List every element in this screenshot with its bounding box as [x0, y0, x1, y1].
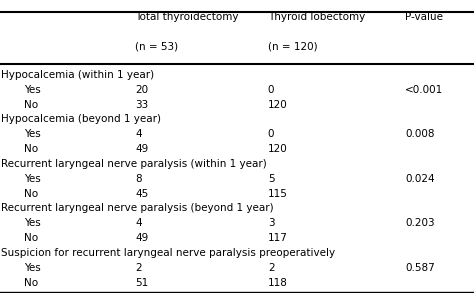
Text: No: No [24, 189, 38, 199]
Text: Recurrent laryngeal nerve paralysis (within 1 year): Recurrent laryngeal nerve paralysis (wit… [1, 159, 267, 169]
Text: Yes: Yes [24, 263, 40, 273]
Text: Total thyroidectomy: Total thyroidectomy [135, 12, 238, 22]
Text: 120: 120 [268, 100, 288, 110]
Text: 0: 0 [268, 129, 274, 139]
Text: 45: 45 [135, 189, 148, 199]
Text: 0.024: 0.024 [405, 174, 435, 184]
Text: Yes: Yes [24, 85, 40, 95]
Text: 49: 49 [135, 144, 148, 154]
Text: 4: 4 [135, 129, 142, 139]
Text: Hypocalcemia (within 1 year): Hypocalcemia (within 1 year) [1, 70, 154, 80]
Text: 2: 2 [268, 263, 274, 273]
Text: <0.001: <0.001 [405, 85, 444, 95]
Text: 5: 5 [268, 174, 274, 184]
Text: (n = 120): (n = 120) [268, 41, 318, 51]
Text: Thyroid lobectomy: Thyroid lobectomy [268, 12, 365, 22]
Text: Recurrent laryngeal nerve paralysis (beyond 1 year): Recurrent laryngeal nerve paralysis (bey… [1, 203, 273, 213]
Text: 115: 115 [268, 189, 288, 199]
Text: Yes: Yes [24, 174, 40, 184]
Text: 51: 51 [135, 278, 148, 288]
Text: No: No [24, 100, 38, 110]
Text: Yes: Yes [24, 218, 40, 228]
Text: No: No [24, 144, 38, 154]
Text: 0.008: 0.008 [405, 129, 435, 139]
Text: 3: 3 [268, 218, 274, 228]
Text: Hypocalcemia (beyond 1 year): Hypocalcemia (beyond 1 year) [1, 114, 161, 124]
Text: 49: 49 [135, 233, 148, 243]
Text: 0: 0 [268, 85, 274, 95]
Text: 2: 2 [135, 263, 142, 273]
Text: 8: 8 [135, 174, 142, 184]
Text: Yes: Yes [24, 129, 40, 139]
Text: 33: 33 [135, 100, 148, 110]
Text: 117: 117 [268, 233, 288, 243]
Text: 4: 4 [135, 218, 142, 228]
Text: (n = 53): (n = 53) [135, 41, 178, 51]
Text: 20: 20 [135, 85, 148, 95]
Text: 0.587: 0.587 [405, 263, 435, 273]
Text: 0.203: 0.203 [405, 218, 435, 228]
Text: No: No [24, 278, 38, 288]
Text: 118: 118 [268, 278, 288, 288]
Text: No: No [24, 233, 38, 243]
Text: 120: 120 [268, 144, 288, 154]
Text: P-value: P-value [405, 12, 443, 22]
Text: Suspicion for recurrent laryngeal nerve paralysis preoperatively: Suspicion for recurrent laryngeal nerve … [1, 248, 335, 258]
